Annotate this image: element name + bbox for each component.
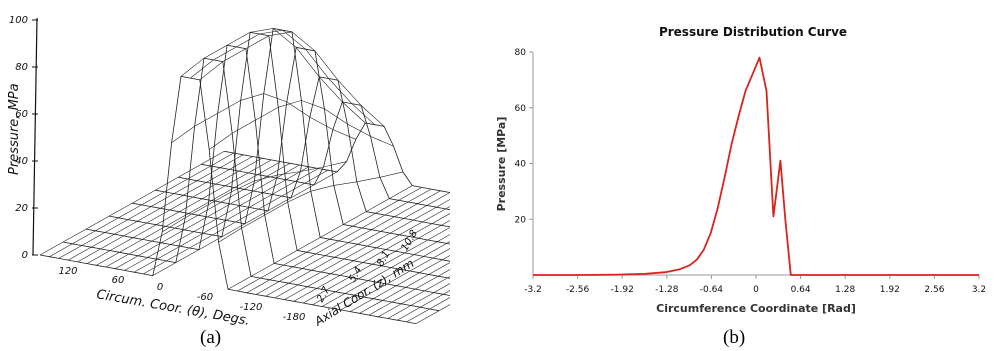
x-axis-title: Circumference Coordinate [Rad]: [656, 302, 856, 315]
surface-axial-line: [115, 164, 300, 269]
surface-axial-line: [86, 159, 272, 264]
z-tick-label: 100: [9, 15, 28, 26]
theta-tick-label: -120: [240, 302, 263, 313]
x-tick-label: -2.56: [566, 285, 590, 295]
chart-title: Pressure Distribution Curve: [659, 25, 847, 39]
caption-a: (a): [200, 327, 222, 348]
z-axis-line: [32, 17, 38, 256]
z-tick-label: 80: [15, 62, 28, 73]
pressure-line: [533, 56, 979, 276]
surface-axial-line: [68, 156, 253, 261]
x-tick-label: 3.2: [972, 285, 986, 295]
surface-axial-line: [218, 171, 403, 243]
pressure-series: [533, 56, 979, 276]
surface-axial-line: [190, 29, 375, 125]
x-tick-label: 1.92: [880, 285, 900, 295]
surface-axial-line: [246, 188, 432, 294]
surface-axial-line: [256, 190, 441, 295]
theta-axis-ticks: 120 60 0 -60 -120 -180: [58, 266, 305, 323]
z-tick-label: 20: [15, 203, 28, 214]
surface-axial-line: [39, 151, 225, 256]
axial-tick-label: 10.8: [400, 228, 421, 253]
theta-tick-label: 0: [157, 282, 163, 293]
theta-tick-label: -60: [197, 292, 213, 303]
theta-tick-label: 120: [58, 266, 77, 277]
theta-tick-label: -180: [283, 312, 306, 323]
surface-axial-line: [58, 154, 244, 259]
surface-axial-line: [274, 193, 460, 299]
pressure-surface-plot: 0 20 40 60 80 100 Pressure, MPa 120 60 0 -60 -120…: [7, 15, 601, 329]
theta-axis-title: Circum. Coor. (θ), Degs.: [95, 287, 251, 329]
z-tick-label: 40: [15, 156, 28, 167]
surface-axial-line: [180, 28, 366, 124]
x-tick-label: 1.28: [835, 285, 855, 295]
x-axis-ticks: -3.2 -2.56 -1.92 -1.28 -0.64 0 0.64 1.28 1.92 2.5…: [524, 275, 986, 295]
z-tick-label: 60: [15, 109, 28, 120]
surface-axial-line: [143, 169, 328, 275]
axial-tick-label: 5.4: [347, 265, 364, 284]
x-tick-label: 0: [753, 285, 759, 295]
z-tick-label: 0: [22, 250, 28, 261]
surface-axial-line: [49, 152, 234, 257]
surface-axial-line: [124, 166, 310, 271]
theta-tick-label: 60: [112, 275, 125, 286]
y-tick-label: 60: [515, 104, 527, 114]
surface-axial-line: [133, 168, 319, 273]
surface-axial-line: [152, 171, 338, 276]
z-axis-title: Pressure, MPa: [7, 83, 22, 175]
pressure-curve-chart: Pressure Distribution Curve 20 40 60 80 -3.…: [495, 25, 986, 315]
surface-axial-line: [96, 161, 281, 266]
surface-axial-line: [162, 161, 347, 233]
surface-axial-line: [199, 31, 385, 127]
x-tick-label: -1.28: [655, 285, 679, 295]
axial-tick-label: 8.1: [375, 249, 392, 268]
x-tick-label: -1.92: [611, 285, 634, 295]
surface-axial-line: [265, 192, 451, 297]
y-tick-label: 80: [515, 48, 527, 58]
y-tick-label: 20: [515, 215, 527, 225]
y-tick-label: 40: [515, 160, 527, 170]
surface-axial-line: [237, 187, 422, 292]
panel-b: Pressure Distribution Curve 20 40 60 80 -3.…: [470, 0, 994, 351]
surface-axial-line: [209, 100, 394, 150]
y-axis-ticks: 20 40 60 80: [515, 48, 533, 225]
surface-theta-line: [86, 44, 463, 299]
z-axis-ticks: 0 20 40 60 80 100: [9, 15, 38, 261]
surface-theta-line: [224, 122, 601, 221]
x-tick-label: -0.64: [700, 285, 724, 295]
surface-axial-line: [105, 163, 291, 268]
y-axis-title: Pressure [MPa]: [495, 117, 508, 212]
caption-b: (b): [723, 327, 746, 348]
x-tick-label: 2.56: [924, 285, 944, 295]
surface-axial-line: [293, 197, 479, 302]
surface-theta-line: [155, 46, 532, 260]
surface-axial-line: [284, 195, 469, 300]
panel-a: 0 20 40 60 80 100 Pressure, MPa 120 60 0 -60 -120…: [0, 0, 601, 351]
surface-axial-line: [77, 157, 263, 263]
x-tick-label: 0.64: [791, 285, 811, 295]
surface-axial-line: [171, 93, 357, 144]
x-tick-label: -3.2: [524, 285, 542, 295]
surface-axial-line: [227, 185, 413, 290]
